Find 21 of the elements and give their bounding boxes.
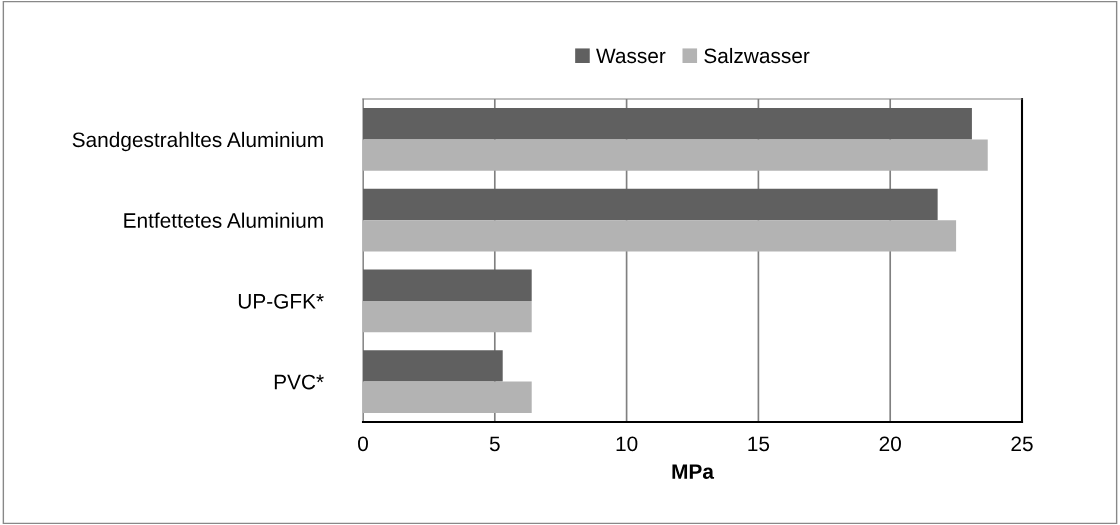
y-tick-label: Sandgestrahltes Aluminium — [72, 131, 323, 152]
bar — [363, 220, 957, 252]
legend-label: Wasser — [596, 48, 666, 64]
y-tick-label: UP-GFK* — [238, 293, 324, 309]
x-tick-label: 0 — [358, 436, 368, 452]
x-tick-label: 10 — [616, 436, 638, 452]
y-tick-label: Entfettetes Aluminium — [124, 212, 323, 228]
bar — [363, 188, 938, 221]
bar — [363, 350, 503, 382]
bar — [363, 139, 988, 171]
x-tick-label: 25 — [1011, 436, 1033, 452]
bar — [363, 107, 972, 140]
x-tick-label: 20 — [879, 436, 901, 452]
y-tick-label: PVC* — [274, 374, 324, 390]
x-tick-label: 15 — [748, 436, 770, 452]
x-tick-label: 5 — [489, 436, 500, 452]
bar — [363, 300, 532, 333]
legend-label: Salzwasser — [704, 47, 810, 64]
bar — [363, 381, 532, 414]
bar — [363, 269, 532, 301]
x-axis-title: MPa — [672, 464, 715, 479]
